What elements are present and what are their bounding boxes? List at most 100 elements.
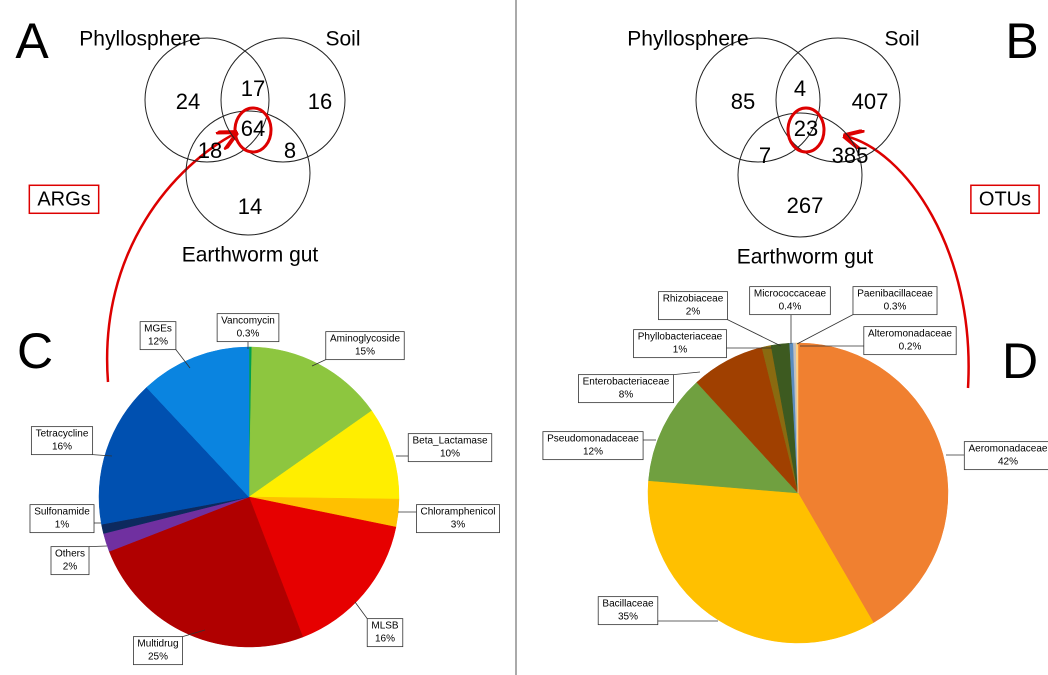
slice-value: 25% bbox=[148, 652, 168, 663]
callout-box bbox=[963, 441, 1048, 471]
slice-value: 15% bbox=[355, 347, 375, 358]
callout: Rhizobiaceae 2% bbox=[658, 291, 728, 321]
panel-letter: D bbox=[1002, 333, 1038, 389]
set-circle bbox=[144, 37, 270, 163]
callout-box bbox=[597, 596, 659, 626]
pie-slice bbox=[108, 496, 304, 648]
callout-box bbox=[50, 546, 90, 576]
set-label: Soil bbox=[884, 28, 919, 51]
slice-value: 2% bbox=[63, 562, 78, 573]
callout-box bbox=[542, 431, 644, 461]
slice-value: 1% bbox=[55, 520, 70, 531]
highlight-ring bbox=[233, 106, 273, 154]
leader-line bbox=[673, 371, 701, 376]
callout-box bbox=[325, 331, 405, 361]
region-count: 385 bbox=[832, 143, 869, 168]
pie-slice bbox=[797, 342, 949, 624]
callout-box bbox=[852, 286, 938, 316]
slice-value: 1% bbox=[673, 345, 688, 356]
leader-line bbox=[175, 349, 191, 369]
note-label: OTUs bbox=[979, 188, 1031, 210]
region-count: 267 bbox=[787, 193, 824, 218]
slice-value: 12% bbox=[583, 447, 603, 458]
leader-line bbox=[182, 629, 206, 638]
slice-value: 12% bbox=[148, 337, 168, 348]
region-count: 64 bbox=[241, 116, 265, 141]
callout: Bacillaceae 35% bbox=[597, 596, 659, 626]
callout-box bbox=[133, 636, 183, 666]
region-count: 4 bbox=[794, 76, 806, 101]
region-count: 18 bbox=[198, 138, 222, 163]
slice-name: Aeromonadaceae bbox=[969, 444, 1048, 455]
slice-value: 0.3% bbox=[884, 302, 907, 313]
set-label: Phyllosphere bbox=[79, 28, 200, 51]
pie-slice bbox=[248, 496, 397, 638]
callout: Multidrug 25% bbox=[133, 636, 183, 666]
slice-name: Pseudomonadaceae bbox=[547, 434, 639, 445]
pie-slice bbox=[98, 387, 250, 525]
callout: Aminoglycoside 15% bbox=[325, 331, 405, 361]
callout-box bbox=[749, 286, 831, 316]
callout-box bbox=[658, 291, 728, 321]
pie-slice bbox=[795, 342, 799, 494]
slice-name: Rhizobiaceae bbox=[663, 294, 724, 305]
panel-letter: C bbox=[17, 323, 53, 379]
region-count: 17 bbox=[241, 76, 265, 101]
slice-value: 0.4% bbox=[779, 302, 802, 313]
callout: Others 2% bbox=[50, 546, 90, 576]
slice-value: 0.2% bbox=[899, 342, 922, 353]
pie-slice bbox=[146, 346, 250, 498]
set-label: Soil bbox=[325, 28, 360, 51]
region-count: 8 bbox=[284, 138, 296, 163]
callout-box bbox=[139, 321, 177, 351]
callout: MLSB 16% bbox=[366, 618, 404, 648]
region-count: 16 bbox=[308, 89, 332, 114]
callout-box bbox=[30, 426, 94, 456]
set-circle bbox=[775, 37, 901, 163]
slice-name: Sulfonamide bbox=[34, 507, 90, 518]
pie-slice bbox=[647, 480, 874, 644]
slice-name: Micrococcaceae bbox=[754, 289, 827, 300]
slice-name: Chloramphenicol bbox=[420, 507, 495, 518]
slice-name: Bacillaceae bbox=[602, 599, 654, 610]
slice-name: Alteromonadaceae bbox=[868, 329, 952, 340]
panel-letter: A bbox=[15, 13, 49, 69]
slice-name: Enterobacteriaceae bbox=[583, 377, 670, 388]
slice-value: 3% bbox=[451, 520, 466, 531]
callout: Sulfonamide 1% bbox=[29, 504, 95, 534]
callout: Beta_Lactamase 10% bbox=[407, 433, 493, 463]
slice-name: Beta_Lactamase bbox=[412, 436, 487, 447]
slice-value: 0.3% bbox=[237, 329, 260, 340]
slice-value: 42% bbox=[998, 457, 1018, 468]
callout: Phyllobacteriaceae 1% bbox=[633, 329, 727, 359]
highlight-ring bbox=[786, 106, 826, 154]
set-label: Phyllosphere bbox=[627, 28, 748, 51]
callout-box bbox=[366, 618, 404, 648]
region-count: 23 bbox=[794, 116, 818, 141]
note-label: ARGs bbox=[37, 188, 90, 210]
callout: Paenibacillaceae 0.3% bbox=[852, 286, 938, 316]
note-box bbox=[970, 184, 1040, 215]
slice-value: 8% bbox=[619, 390, 634, 401]
callout-box bbox=[407, 433, 493, 463]
slice-name: Paenibacillaceae bbox=[857, 289, 933, 300]
set-label: Earthworm gut bbox=[737, 246, 874, 269]
slice-value: 35% bbox=[618, 612, 638, 623]
set-circle bbox=[220, 37, 346, 163]
region-count: 24 bbox=[176, 89, 200, 114]
callout: Enterobacteriaceae 8% bbox=[578, 374, 674, 404]
callout-box bbox=[416, 504, 500, 534]
region-count: 407 bbox=[852, 89, 889, 114]
region-count: 14 bbox=[238, 194, 262, 219]
note-box bbox=[28, 184, 100, 215]
slice-name: Tetracycline bbox=[36, 429, 89, 440]
pie-slice bbox=[248, 410, 400, 500]
slice-name: Multidrug bbox=[137, 639, 178, 650]
callout: Vancomycin 0.3% bbox=[216, 313, 280, 343]
callout: Tetracycline 16% bbox=[30, 426, 94, 456]
panel-letter: B bbox=[1005, 13, 1038, 69]
leader-line bbox=[92, 454, 113, 457]
slice-name: Vancomycin bbox=[221, 316, 275, 327]
set-circle bbox=[185, 110, 311, 236]
